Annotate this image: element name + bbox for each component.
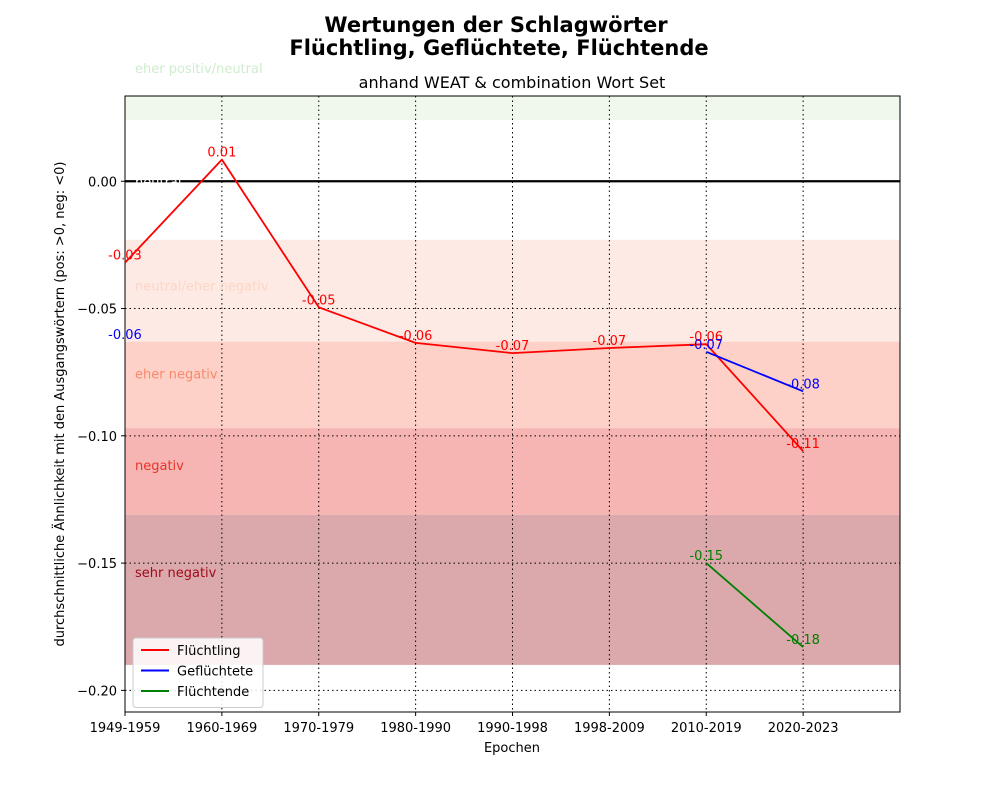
x-tick-label: 1998-2009 [574,721,645,736]
band-0 [125,96,900,121]
data-label: -0.15 [689,549,723,564]
band-label: negativ [135,459,184,474]
data-label: -0.18 [786,633,820,648]
band-label: eher negativ [135,367,218,382]
chart-subtitle: anhand WEAT & combination Wort Set [359,73,666,92]
x-tick-label: 1949-1959 [90,721,161,736]
data-label: -0.06 [108,328,142,343]
y-tick-label: −0.20 [77,684,117,699]
data-label: -0.03 [108,249,142,264]
y-tick-label: −0.15 [77,557,117,572]
x-axis-label: Epochen [484,741,540,756]
legend-entry: Flüchtling [177,644,241,659]
x-tick-label: 1970-1979 [283,721,354,736]
band-label: eher positiv/neutral [135,62,263,77]
data-label: -0.07 [593,334,627,349]
data-label: -0.07 [689,338,723,353]
chart-title: Wertungen der Schlagwörter [324,13,668,37]
band-label: neutral/eher negativ [135,280,269,295]
y-tick-label: 0.00 [88,175,117,190]
data-label: -0.06 [399,329,433,344]
x-tick-label: 2020-2023 [768,721,839,736]
data-label: -0.06 [689,330,723,345]
legend-entry: Geflüchtete [177,665,253,680]
chart-title-line2: Flüchtling, Geflüchtete, Flüchtende [289,36,708,60]
x-tick-label: 2010-2019 [671,721,742,736]
band-label: neutral [135,175,182,190]
data-label: -0.07 [496,339,530,354]
x-tick-label: 1980-1990 [380,721,451,736]
data-label: 0.01 [207,146,236,161]
series-line-Flüchtende [705,562,804,648]
plot-area: eher positiv/neutral neutral neutral/eher … [77,62,901,736]
legend-entry: Flüchtende [177,685,249,700]
data-label: -0.11 [786,437,820,452]
x-tick-label: 1990-1998 [477,721,548,736]
band-label: sehr negativ [135,566,217,581]
series-line-Geflüchtete [705,350,804,393]
x-tick-label: 1960-1969 [186,721,257,736]
y-tick-label: −0.05 [77,303,117,318]
y-tick-label: −0.10 [77,430,117,445]
data-label: -0.05 [302,293,336,308]
y-axis-label: durchschnittliche Ähnlichkeit mit den Au… [52,161,68,646]
data-label: -0.08 [786,377,820,392]
series-line-Flüchtling [124,158,804,452]
